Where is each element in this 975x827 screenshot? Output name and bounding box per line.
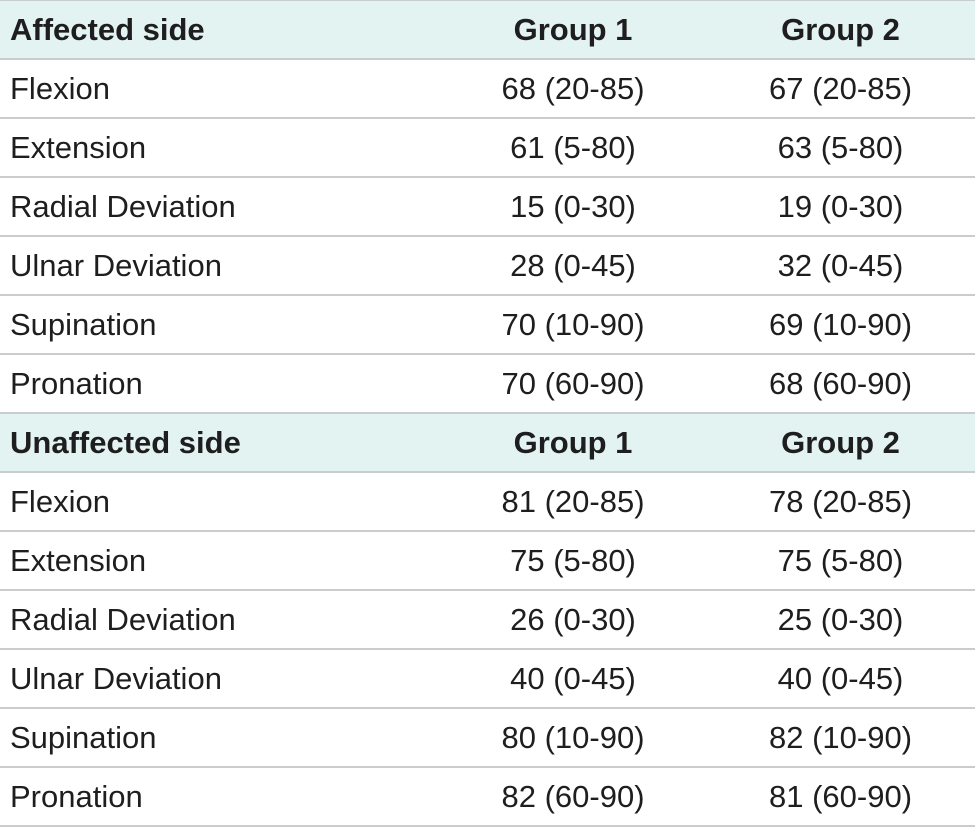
table-row: Pronation 70 (60-90) 68 (60-90)	[0, 352, 975, 413]
group-1-value: 80 (10-90)	[440, 706, 706, 767]
table-row: Supination 80 (10-90) 82 (10-90)	[0, 706, 975, 767]
group-2-value: 68 (60-90)	[706, 352, 975, 413]
group-2-value: 67 (20-85)	[706, 57, 975, 118]
row-label: Ulnar Deviation	[0, 647, 440, 708]
table-row: Flexion 68 (20-85) 67 (20-85)	[0, 57, 975, 118]
group-2-value: 63 (5-80)	[706, 116, 975, 177]
group-1-value: 61 (5-80)	[440, 116, 706, 177]
group-2-value: 81 (60-90)	[706, 765, 975, 827]
row-label: Flexion	[0, 57, 440, 118]
column-header-group-1: Group 1	[440, 411, 706, 472]
row-label: Radial Deviation	[0, 175, 440, 236]
column-header-group-1: Group 1	[440, 0, 706, 59]
row-label: Pronation	[0, 352, 440, 413]
table-row: Flexion 81 (20-85) 78 (20-85)	[0, 470, 975, 531]
row-label: Flexion	[0, 470, 440, 531]
section-header-unaffected: Unaffected side Group 1 Group 2	[0, 411, 975, 472]
group-1-value: 70 (10-90)	[440, 293, 706, 354]
section-title: Affected side	[0, 0, 440, 59]
row-label: Extension	[0, 529, 440, 590]
row-label: Supination	[0, 293, 440, 354]
group-1-value: 26 (0-30)	[440, 588, 706, 649]
group-2-value: 82 (10-90)	[706, 706, 975, 767]
table-row: Radial Deviation 26 (0-30) 25 (0-30)	[0, 588, 975, 649]
group-2-value: 40 (0-45)	[706, 647, 975, 708]
row-label: Extension	[0, 116, 440, 177]
section-title: Unaffected side	[0, 411, 440, 472]
group-1-value: 81 (20-85)	[440, 470, 706, 531]
group-1-value: 82 (60-90)	[440, 765, 706, 827]
column-header-group-2: Group 2	[706, 0, 975, 59]
group-2-value: 32 (0-45)	[706, 234, 975, 295]
group-2-value: 19 (0-30)	[706, 175, 975, 236]
group-1-value: 68 (20-85)	[440, 57, 706, 118]
row-label: Radial Deviation	[0, 588, 440, 649]
table-row: Ulnar Deviation 28 (0-45) 32 (0-45)	[0, 234, 975, 295]
table-row: Extension 61 (5-80) 63 (5-80)	[0, 116, 975, 177]
table-row: Pronation 82 (60-90) 81 (60-90)	[0, 765, 975, 827]
group-2-value: 69 (10-90)	[706, 293, 975, 354]
group-1-value: 40 (0-45)	[440, 647, 706, 708]
table-row: Supination 70 (10-90) 69 (10-90)	[0, 293, 975, 354]
group-2-value: 75 (5-80)	[706, 529, 975, 590]
row-label: Supination	[0, 706, 440, 767]
column-header-group-2: Group 2	[706, 411, 975, 472]
group-1-value: 15 (0-30)	[440, 175, 706, 236]
table-row: Ulnar Deviation 40 (0-45) 40 (0-45)	[0, 647, 975, 708]
row-label: Pronation	[0, 765, 440, 827]
row-label: Ulnar Deviation	[0, 234, 440, 295]
table-row: Extension 75 (5-80) 75 (5-80)	[0, 529, 975, 590]
table-row: Radial Deviation 15 (0-30) 19 (0-30)	[0, 175, 975, 236]
group-1-value: 75 (5-80)	[440, 529, 706, 590]
group-1-value: 70 (60-90)	[440, 352, 706, 413]
group-2-value: 78 (20-85)	[706, 470, 975, 531]
group-2-value: 25 (0-30)	[706, 588, 975, 649]
section-header-affected: Affected side Group 1 Group 2	[0, 0, 975, 59]
group-1-value: 28 (0-45)	[440, 234, 706, 295]
